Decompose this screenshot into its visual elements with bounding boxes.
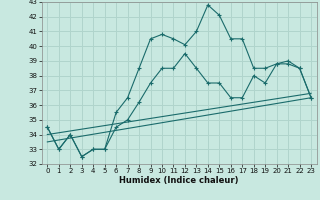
X-axis label: Humidex (Indice chaleur): Humidex (Indice chaleur) [119,176,239,185]
